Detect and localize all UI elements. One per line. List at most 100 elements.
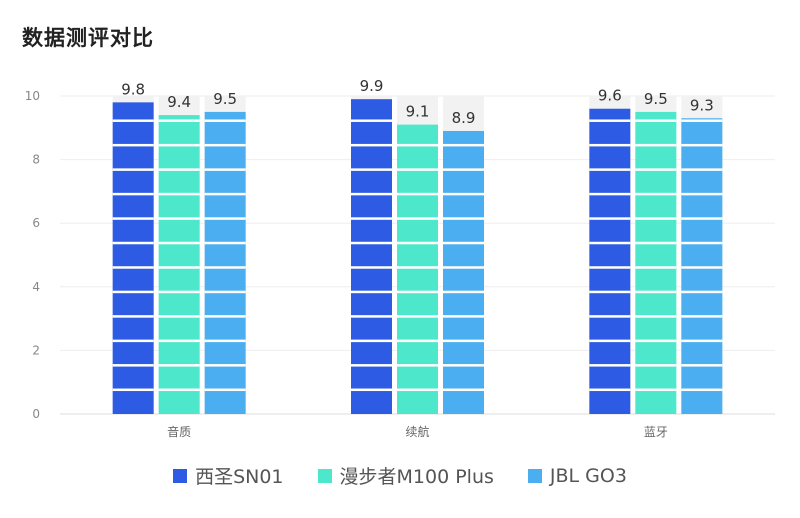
bar-segment-divider xyxy=(158,241,200,245)
bar-segment-divider xyxy=(204,339,246,343)
bar-segment-divider xyxy=(443,192,484,196)
bar-segment-divider xyxy=(589,168,631,171)
bar-segment-divider xyxy=(589,241,631,245)
bar-segment-divider xyxy=(351,388,392,392)
bar-segment-divider xyxy=(351,241,392,245)
data-label: 9.5 xyxy=(644,90,668,108)
legend: 西圣SN01 漫步者M100 Plus JBL GO3 xyxy=(0,462,800,489)
y-tick-label: 8 xyxy=(32,153,40,167)
bar xyxy=(443,130,484,415)
bar-segment-divider xyxy=(589,143,631,147)
legend-label: 漫步者M100 Plus xyxy=(339,466,494,488)
bar-segment-divider xyxy=(112,315,154,318)
bar-segment-divider xyxy=(351,364,392,367)
bar-segment-divider xyxy=(112,143,154,147)
bar-segment-divider xyxy=(681,290,723,294)
bar-segment-divider xyxy=(204,192,246,196)
bar-segment-divider xyxy=(443,388,484,392)
data-label: 9.4 xyxy=(167,93,191,111)
legend-item-series-2[interactable]: 漫步者M100 Plus xyxy=(317,462,494,489)
bar-segment-divider xyxy=(204,143,246,147)
bar xyxy=(681,118,723,414)
bar-segment-divider xyxy=(158,364,200,367)
legend-item-series-3[interactable]: JBL GO3 xyxy=(527,462,627,489)
bar-segment-divider xyxy=(589,315,631,318)
bar-segment-divider xyxy=(681,241,723,245)
bar-segment-divider xyxy=(443,315,484,318)
bar-segment-divider xyxy=(158,388,200,392)
bar-segment-divider xyxy=(681,388,723,392)
bar-segment-divider xyxy=(681,364,723,367)
bar-segment-divider xyxy=(681,217,723,220)
bar-segment-divider xyxy=(158,266,200,269)
bar-segment-divider xyxy=(397,266,438,269)
y-tick-label: 2 xyxy=(32,343,40,357)
bar-segment-divider xyxy=(443,168,484,171)
bar-segment-divider xyxy=(589,388,631,392)
chart-title: 数据测评对比 xyxy=(22,26,154,50)
bar-segment-divider xyxy=(158,290,200,294)
y-tick-label: 6 xyxy=(32,216,40,230)
bar-segment-divider xyxy=(635,266,677,269)
bar xyxy=(589,108,631,414)
bar-segment-divider xyxy=(635,388,677,392)
bar-segment-divider xyxy=(635,339,677,343)
bar-segment-divider xyxy=(112,241,154,245)
bar-segment-divider xyxy=(635,364,677,367)
bar-segment-divider xyxy=(635,217,677,220)
bar-segment-divider xyxy=(635,192,677,196)
legend-item-series-1[interactable]: 西圣SN01 xyxy=(173,462,284,489)
bar-segment-divider xyxy=(204,364,246,367)
bar-segment-divider xyxy=(351,315,392,318)
bar-segment-divider xyxy=(351,217,392,220)
bar-segment-divider xyxy=(443,339,484,343)
bar-segment-divider xyxy=(351,168,392,171)
bar-segment-divider xyxy=(589,217,631,220)
legend-label: 西圣SN01 xyxy=(195,466,284,488)
bar-segment-divider xyxy=(397,192,438,196)
data-label: 9.5 xyxy=(213,90,237,108)
data-label: 9.1 xyxy=(406,103,430,121)
bar-segment-divider xyxy=(204,388,246,392)
bar-segment-divider xyxy=(397,364,438,367)
y-tick-label: 10 xyxy=(25,89,40,103)
data-label: 8.9 xyxy=(452,109,476,127)
legend-swatch xyxy=(173,468,188,483)
bar-segment-divider xyxy=(351,192,392,196)
y-tick-label: 4 xyxy=(32,280,40,294)
bar xyxy=(635,111,677,415)
bar-segment-divider xyxy=(589,339,631,343)
bar-segment-divider xyxy=(397,143,438,147)
bar-segment-divider xyxy=(158,119,200,122)
x-tick-label: 音质 xyxy=(167,424,191,439)
bar-segment-divider xyxy=(589,266,631,269)
bar-segment-divider xyxy=(635,168,677,171)
bar-segment-divider xyxy=(204,241,246,245)
bar-segment-divider xyxy=(681,315,723,318)
bar-segment-divider xyxy=(158,315,200,318)
x-tick-label: 蓝牙 xyxy=(644,425,668,439)
y-tick-label: 0 xyxy=(32,407,40,421)
bar-segment-divider xyxy=(589,119,631,122)
bar-segment-divider xyxy=(112,388,154,392)
bar-segment-divider xyxy=(443,266,484,269)
bar-segment-divider xyxy=(204,119,246,122)
bar-segment-divider xyxy=(397,168,438,171)
bar-segment-divider xyxy=(112,266,154,269)
legend-swatch xyxy=(527,468,542,483)
bar-segment-divider xyxy=(351,290,392,294)
legend-swatch xyxy=(317,468,332,483)
bar-segment-divider xyxy=(397,217,438,220)
bar-segment-divider xyxy=(443,290,484,294)
bar-segment-divider xyxy=(112,217,154,220)
bar-segment-divider xyxy=(351,266,392,269)
bar-segment-divider xyxy=(681,143,723,147)
bar-segment-divider xyxy=(112,119,154,122)
bar-segment-divider xyxy=(351,143,392,147)
bar-segment-divider xyxy=(589,290,631,294)
bar-segment-divider xyxy=(158,192,200,196)
bar-segment-divider xyxy=(112,192,154,196)
bar-segment-divider xyxy=(589,364,631,367)
bar-segment-divider xyxy=(635,143,677,147)
